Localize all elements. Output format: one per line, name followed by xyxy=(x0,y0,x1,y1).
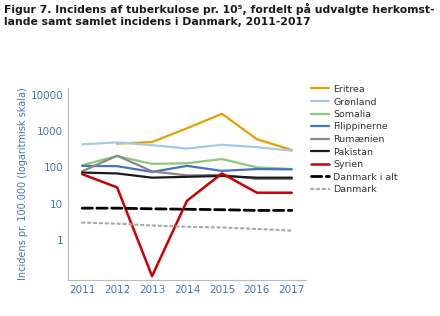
Pakistan xyxy=(150,176,155,179)
Eritrea xyxy=(254,137,260,141)
Somalia xyxy=(254,166,260,169)
Pakistan xyxy=(80,171,85,174)
Eritrea xyxy=(289,148,294,152)
Rumænien xyxy=(184,173,190,177)
Somalia xyxy=(150,162,155,166)
Rumænien xyxy=(289,177,294,181)
Danmark i alt xyxy=(184,207,190,211)
Grønland xyxy=(219,143,224,147)
Danmark xyxy=(254,227,260,231)
Rumænien xyxy=(114,154,120,158)
Danmark i alt xyxy=(219,208,224,212)
Pakistan xyxy=(219,174,224,178)
Line: Danmark: Danmark xyxy=(82,222,292,231)
Eritrea xyxy=(184,126,190,130)
Text: Figur 7. Incidens af tuberkulose pr. 10⁵, fordelt på udvalgte herkomst-
lande sa: Figur 7. Incidens af tuberkulose pr. 10⁵… xyxy=(4,3,435,27)
Syrien xyxy=(184,199,190,203)
Filippinerne xyxy=(184,164,190,168)
Grønland xyxy=(114,140,120,144)
Danmark xyxy=(219,226,224,229)
Line: Syrien: Syrien xyxy=(82,173,292,276)
Filippinerne xyxy=(254,167,260,171)
Rumænien xyxy=(219,173,224,177)
Eritrea xyxy=(150,140,155,144)
Line: Filippinerne: Filippinerne xyxy=(82,166,292,172)
Line: Somalia: Somalia xyxy=(82,156,292,169)
Pakistan xyxy=(254,176,260,179)
Grønland xyxy=(150,143,155,147)
Filippinerne xyxy=(289,167,294,171)
Syrien xyxy=(150,274,155,278)
Danmark xyxy=(184,225,190,229)
Syrien xyxy=(114,185,120,189)
Somalia xyxy=(80,163,85,167)
Grønland xyxy=(80,143,85,146)
Y-axis label: Incidens pr. 100.000 (logaritmisk skala): Incidens pr. 100.000 (logaritmisk skala) xyxy=(18,88,28,280)
Grønland xyxy=(289,149,294,153)
Grønland xyxy=(184,147,190,150)
Danmark xyxy=(80,221,85,224)
Rumænien xyxy=(80,169,85,173)
Syrien xyxy=(254,191,260,195)
Danmark xyxy=(114,222,120,226)
Syrien xyxy=(219,172,224,175)
Syrien xyxy=(289,191,294,195)
Pakistan xyxy=(114,172,120,175)
Legend: Eritrea, Grønland, Somalia, Filippinerne, Rumænien, Pakistan, Syrien, Danmark i : Eritrea, Grønland, Somalia, Filippinerne… xyxy=(311,85,398,194)
Danmark i alt xyxy=(80,206,85,210)
Rumænien xyxy=(254,177,260,181)
Filippinerne xyxy=(114,164,120,168)
Filippinerne xyxy=(80,164,85,168)
Syrien xyxy=(80,172,85,176)
Pakistan xyxy=(289,176,294,179)
Line: Pakistan: Pakistan xyxy=(82,173,292,178)
Line: Eritrea: Eritrea xyxy=(117,114,292,150)
Line: Rumænien: Rumænien xyxy=(82,156,292,179)
Pakistan xyxy=(184,175,190,179)
Danmark i alt xyxy=(289,209,294,212)
Somalia xyxy=(184,161,190,165)
Eritrea xyxy=(219,112,224,116)
Somalia xyxy=(219,157,224,161)
Grønland xyxy=(254,145,260,149)
Somalia xyxy=(114,154,120,158)
Danmark i alt xyxy=(114,206,120,210)
Eritrea xyxy=(114,142,120,146)
Line: Grønland: Grønland xyxy=(82,142,292,151)
Somalia xyxy=(289,167,294,171)
Danmark i alt xyxy=(254,209,260,212)
Danmark i alt xyxy=(150,207,155,211)
Danmark xyxy=(150,223,155,227)
Rumænien xyxy=(150,169,155,173)
Danmark xyxy=(289,229,294,233)
Filippinerne xyxy=(219,169,224,173)
Filippinerne xyxy=(150,170,155,174)
Line: Danmark i alt: Danmark i alt xyxy=(82,208,292,210)
